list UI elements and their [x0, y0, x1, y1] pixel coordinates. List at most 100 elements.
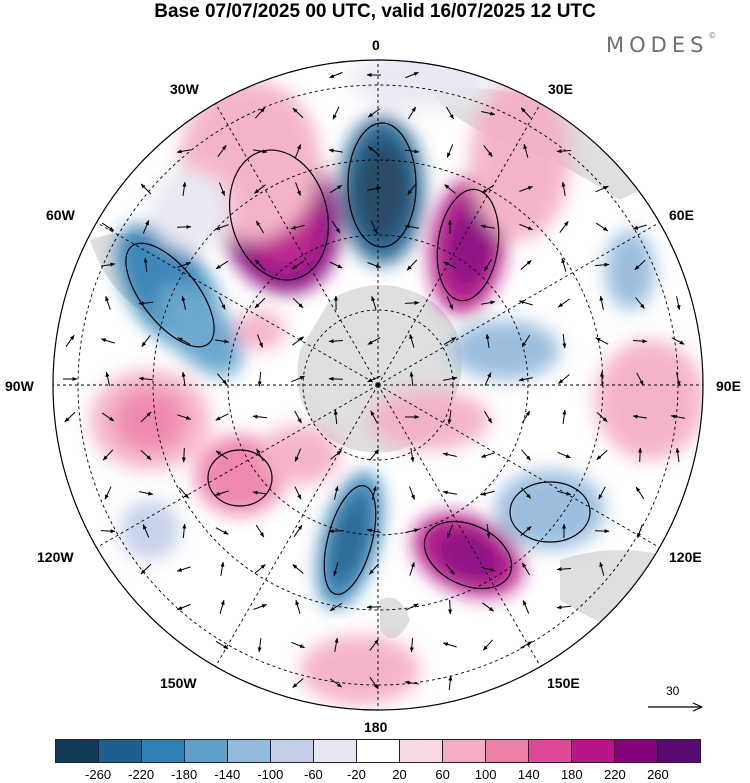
- wind-vector-arrow: [635, 297, 645, 309]
- wind-vector-arrow: [294, 448, 302, 462]
- wind-vector-arrow: [599, 295, 604, 310]
- wind-vector-arrow: [482, 602, 495, 612]
- wind-vector-arrow: [142, 220, 150, 234]
- wind-vector-arrow: [254, 184, 266, 194]
- wind-vector-arrow: [446, 144, 454, 158]
- colorbar-tick-label: -220: [128, 767, 155, 782]
- wind-vector-arrow: [446, 296, 454, 310]
- wind-vector-arrow: [671, 337, 685, 345]
- wind-vector-arrow: [407, 183, 417, 196]
- colorbar-box: [356, 740, 399, 762]
- colorbar-tick-label: 260: [647, 767, 669, 782]
- wind-vector-arrow: [256, 448, 264, 462]
- wind-vector-arrow: [447, 410, 452, 425]
- wind-vector-arrow: [333, 485, 339, 500]
- wind-vector-arrow: [139, 491, 154, 496]
- wind-vector-arrow: [64, 411, 76, 423]
- wind-vector-arrow: [448, 675, 453, 691]
- wind-vector-arrow: [176, 149, 191, 154]
- wind-vector-arrow: [214, 224, 229, 230]
- wind-vector-arrow: [138, 376, 154, 381]
- wind-vector-arrow: [520, 260, 532, 270]
- wind-vector-arrow: [104, 486, 112, 500]
- wind-vector-arrow: [407, 106, 417, 120]
- wind-vector-arrow: [522, 600, 530, 614]
- wind-vector-arrow: [367, 108, 380, 118]
- colorbar-tick-label: -180: [171, 767, 198, 782]
- wind-vector-arrow: [182, 181, 187, 196]
- wind-vector-arrow: [638, 447, 643, 463]
- colorbar-box: [98, 740, 141, 762]
- wind-vector-arrow: [594, 262, 610, 267]
- wind-vector-arrow: [632, 414, 647, 419]
- wind-vector-arrow: [636, 372, 644, 386]
- wind-vector-arrow: [368, 146, 380, 156]
- wind-vector-arrow: [521, 410, 531, 424]
- colorbar-box: [614, 740, 657, 762]
- wind-vector-arrow: [181, 295, 187, 310]
- wind-vector-arrow: [557, 298, 570, 308]
- wind-vector-arrow: [215, 450, 229, 460]
- wind-vector-arrow: [562, 409, 567, 424]
- wind-vector-arrow: [176, 566, 191, 572]
- wind-vector-arrow: [480, 224, 495, 229]
- wind-vector-arrow: [442, 452, 457, 457]
- wind-vector-arrow: [676, 296, 681, 311]
- wind-vector-arrow: [255, 524, 265, 538]
- wind-vector-arrow: [446, 524, 454, 538]
- wind-vector-arrow: [366, 528, 381, 533]
- wind-vector-arrow: [562, 333, 567, 349]
- wind-vector-arrow: [596, 450, 608, 460]
- wind-vector-arrow: [405, 528, 420, 534]
- colorbar-tick-label: -100: [257, 767, 284, 782]
- wind-vector-arrow: [637, 524, 643, 539]
- wind-vector-arrow: [177, 337, 191, 345]
- wind-vector-arrow: [561, 257, 567, 272]
- wind-vector-arrow: [100, 338, 115, 344]
- lon-label-150w: 150W: [160, 675, 197, 691]
- wind-vector-arrow: [101, 262, 116, 267]
- wind-vectors: [63, 71, 685, 691]
- wind-vector-arrow: [253, 149, 268, 154]
- colorbar-tick-label: 100: [474, 767, 497, 782]
- wind-vector-arrow: [409, 371, 414, 387]
- wind-vector-arrow: [215, 413, 229, 421]
- wind-vector-arrow: [218, 182, 226, 196]
- wind-vector-arrow: [252, 490, 267, 495]
- wind-vector-arrow: [595, 222, 609, 232]
- colorbar-tick-label: -140: [214, 767, 241, 782]
- wind-vector-arrow: [177, 603, 191, 611]
- wind-vector-arrow: [484, 372, 492, 386]
- wind-vector-arrow: [481, 300, 496, 305]
- wind-vector-arrow: [220, 561, 225, 576]
- colorbar-ticks: -260 -220 -180 -140 -100 -60 -20 20 60 100 140 180 2…: [0, 767, 750, 783]
- wind-vector-arrow: [101, 222, 115, 232]
- reference-vector-arrow: [648, 702, 703, 712]
- wind-vector-arrow: [557, 451, 571, 459]
- lon-label-30w: 30W: [170, 81, 199, 97]
- wind-vector-arrow: [292, 297, 304, 309]
- wind-vector-arrow: [480, 452, 495, 458]
- wind-vector-arrow: [521, 487, 531, 499]
- wind-vector-arrow: [405, 71, 419, 79]
- wind-vector-arrow: [367, 337, 381, 345]
- wind-vector-arrow: [409, 486, 415, 500]
- wind-vector-arrow: [254, 107, 266, 119]
- wind-vector-arrow: [65, 334, 75, 347]
- wind-vector-arrow: [219, 599, 225, 614]
- lon-label-120e: 120E: [669, 549, 702, 565]
- wind-vector-arrow: [445, 563, 455, 575]
- wind-vector-arrow: [140, 183, 152, 195]
- wind-vector-arrow: [215, 339, 230, 344]
- wind-vector-arrow: [218, 296, 226, 310]
- colorbar-tick-label: -260: [85, 767, 112, 782]
- wind-vector-arrow: [330, 678, 343, 688]
- colorbar-box: [141, 740, 184, 762]
- wind-vector-arrow: [561, 181, 566, 196]
- wind-vector-arrow: [367, 375, 381, 383]
- wind-vector-arrow: [485, 333, 490, 348]
- lon-label-60e: 60E: [669, 207, 694, 223]
- wind-vector-arrow: [257, 371, 262, 387]
- wind-vector-arrow: [676, 372, 681, 387]
- wind-vector-arrow: [254, 564, 266, 574]
